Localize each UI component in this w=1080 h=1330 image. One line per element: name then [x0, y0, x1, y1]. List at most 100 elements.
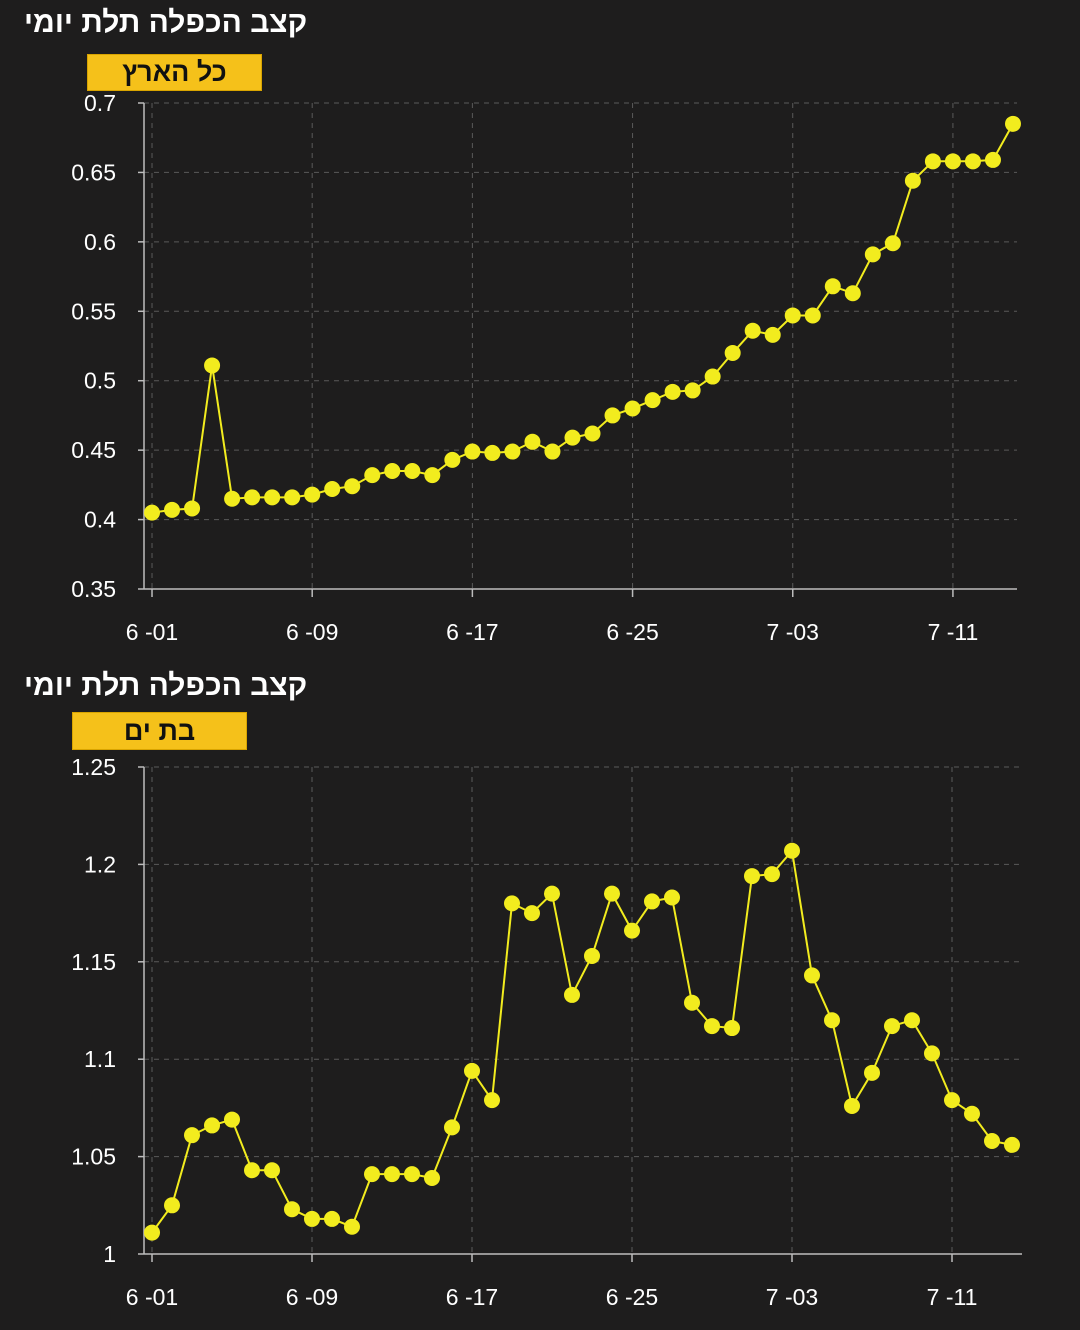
- data-point: [1004, 115, 1021, 132]
- data-point: [164, 501, 181, 518]
- data-point: [384, 1166, 400, 1183]
- data-point: [664, 383, 681, 400]
- data-point: [264, 1162, 280, 1179]
- data-point: [964, 153, 981, 170]
- data-point: [704, 368, 721, 385]
- x-tick-label: 6 -09: [286, 1284, 338, 1310]
- data-point: [784, 842, 800, 859]
- y-tick-label: 0.5: [84, 368, 116, 394]
- y-tick-label: 1.15: [71, 949, 116, 975]
- data-point: [224, 490, 241, 507]
- data-point: [324, 1210, 340, 1227]
- data-point: [884, 1018, 900, 1035]
- y-tick-label: 0.4: [84, 507, 116, 533]
- x-tick-label: 6 -17: [446, 1284, 498, 1310]
- data-point: [424, 467, 441, 484]
- data-point: [464, 443, 481, 460]
- data-point: [264, 489, 281, 506]
- region-badge-national: כל הארץ: [88, 55, 261, 90]
- data-point: [644, 392, 661, 409]
- data-point: [584, 947, 600, 964]
- data-point: [364, 1166, 380, 1183]
- data-point: [344, 1218, 360, 1235]
- data-point: [204, 357, 221, 374]
- data-point: [864, 1064, 880, 1081]
- data-point: [844, 285, 861, 302]
- data-point: [484, 1092, 500, 1109]
- data-point: [244, 1162, 260, 1179]
- data-point: [664, 889, 680, 906]
- data-point: [964, 1105, 980, 1122]
- data-point: [184, 500, 201, 517]
- data-point: [364, 467, 381, 484]
- data-point: [884, 235, 901, 252]
- data-point: [1004, 1136, 1020, 1153]
- data-point: [544, 443, 561, 460]
- data-point: [504, 443, 521, 460]
- y-tick-label: 1.1: [84, 1046, 116, 1072]
- data-point: [984, 151, 1001, 168]
- data-point: [444, 451, 461, 468]
- data-point: [604, 407, 621, 424]
- y-tick-label: 0.45: [71, 437, 116, 463]
- data-point: [184, 1127, 200, 1144]
- x-tick-label: 6 -01: [126, 619, 178, 645]
- data-point: [324, 481, 341, 498]
- data-point: [704, 1018, 720, 1035]
- data-point: [504, 895, 520, 912]
- x-tick-label: 6 -09: [286, 619, 338, 645]
- chart-title: קצב הכפלה תלת יומי: [24, 669, 308, 702]
- x-tick-label: 6 -25: [606, 619, 658, 645]
- data-point: [584, 425, 601, 442]
- data-point: [744, 868, 760, 885]
- data-point: [804, 307, 821, 324]
- data-point: [904, 172, 921, 189]
- x-tick-label: 7 -03: [767, 619, 819, 645]
- data-point: [384, 462, 401, 479]
- y-tick-label: 0.35: [71, 576, 116, 602]
- data-point: [924, 1045, 940, 1062]
- series-line: [151, 123, 1014, 514]
- chart-panel-bat-yam: 1 1.05 1.1 1.15 1.2 1.25 6 -01 6 -09 6 -17 6 -25 7…: [0, 665, 1080, 1330]
- data-point: [164, 1197, 180, 1214]
- data-point: [684, 382, 701, 399]
- data-point: [424, 1170, 440, 1187]
- y-tick-label: 0.6: [84, 229, 116, 255]
- data-point: [764, 326, 781, 343]
- data-point: [284, 489, 301, 506]
- data-point: [944, 1092, 960, 1109]
- region-badge-bat-yam: בת ים: [73, 713, 246, 749]
- data-point: [864, 246, 881, 263]
- data-point: [444, 1119, 460, 1136]
- y-tick-label: 0.65: [71, 159, 116, 185]
- data-point: [824, 1012, 840, 1029]
- data-point: [464, 1062, 480, 1079]
- data-point: [724, 1020, 740, 1037]
- data-point: [404, 462, 421, 479]
- data-point: [524, 905, 540, 922]
- data-point: [304, 1210, 320, 1227]
- data-point: [344, 478, 361, 495]
- data-point: [644, 893, 660, 910]
- data-point: [564, 429, 581, 446]
- data-point: [404, 1166, 420, 1183]
- data-point: [604, 885, 620, 902]
- data-point: [984, 1133, 1000, 1150]
- data-point: [744, 322, 761, 339]
- data-point: [804, 967, 820, 984]
- x-tick-label: 7 -11: [928, 619, 979, 645]
- x-tick-label: 7 -11: [927, 1284, 978, 1310]
- data-point: [624, 922, 640, 939]
- chart-title: קצב הכפלה תלת יומי: [24, 6, 308, 39]
- data-point: [844, 1097, 860, 1114]
- data-point: [924, 153, 941, 170]
- data-point: [544, 885, 560, 902]
- data-point: [224, 1111, 240, 1128]
- line-chart-bat-yam: 1 1.05 1.1 1.15 1.2 1.25 6 -01 6 -09 6 -17 6 -25 7…: [71, 754, 1022, 1310]
- data-point: [484, 444, 501, 461]
- line-chart-national: 0.35 0.4 0.45 0.5 0.55 0.6 0.65 0.7 6 -01 6 -09 6 …: [71, 90, 1021, 645]
- y-tick-label: 0.7: [84, 90, 116, 116]
- data-point: [784, 307, 801, 324]
- data-point: [824, 278, 841, 295]
- x-tick-label: 7 -03: [766, 1284, 818, 1310]
